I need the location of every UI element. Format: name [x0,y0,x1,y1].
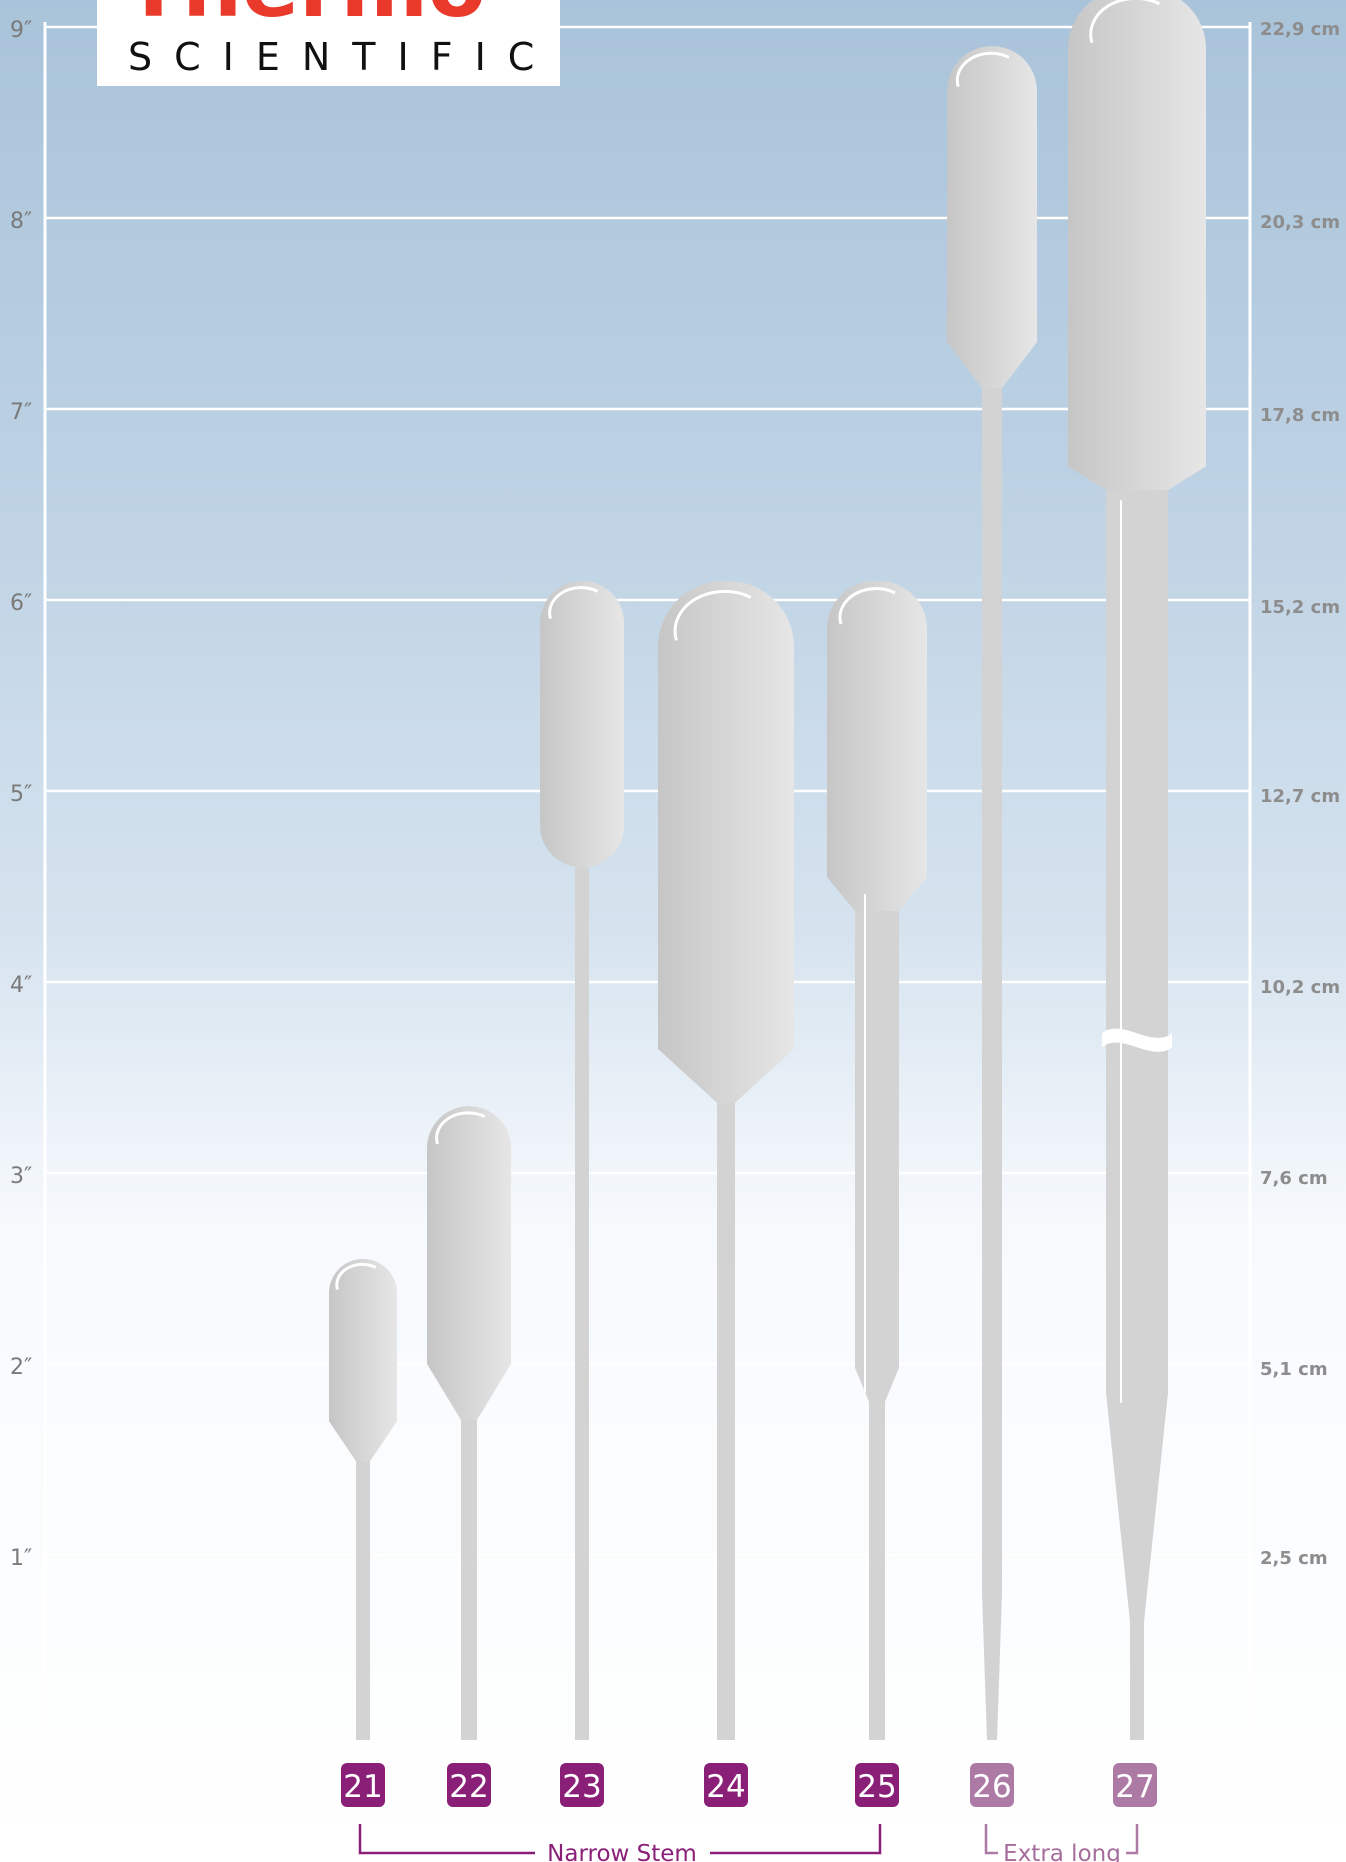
badge-27: 27 [1113,1763,1157,1807]
pipettes [329,0,1206,1740]
pipette-23-bulb [540,580,624,868]
badge-22-label: 22 [449,1769,488,1805]
inch-label-1: 1″ [10,1546,32,1571]
inch-label-9: 9″ [10,18,32,43]
badge-22: 22 [447,1763,491,1807]
pipette-27-stem [1106,490,1168,1740]
inch-label-4: 4″ [10,973,32,998]
pipette-21-stem [356,1421,370,1740]
cm-label-2: 5,1 cm [1260,1359,1328,1380]
cm-label-3: 7,6 cm [1260,1168,1328,1189]
pipette-24-stem [717,1048,735,1740]
pipette-26-bulb [947,46,1037,389]
pipette-23-stem [575,867,589,1740]
badge-24-label: 24 [706,1769,745,1805]
pipette-24-highlight [673,589,752,641]
inch-label-7: 7″ [10,400,32,425]
badge-27-label: 27 [1115,1769,1154,1805]
logo-subtitle: SCIENTIFIC [128,35,556,79]
cm-label-7: 17,8 cm [1260,405,1340,426]
cm-label-9: 22,9 cm [1260,19,1340,40]
chart-frame [43,22,1252,1748]
cm-label-5: 12,7 cm [1260,786,1340,807]
badge-26: 26 [970,1763,1014,1807]
inch-label-2: 2″ [10,1355,32,1380]
badge-23-label: 23 [562,1769,601,1805]
pipette-26-stem [982,388,1002,1740]
extra-long-label: Extra long [1003,1841,1121,1862]
pipette-22-stem [461,1364,477,1740]
pipette-27 [1068,0,1206,1740]
pipette-23 [540,580,624,1740]
cm-label-6: 15,2 cm [1260,597,1340,618]
logo-background [97,0,560,86]
narrow-stem-label: Narrow Stem [547,1841,697,1862]
inch-label-8: 8″ [10,209,32,234]
badge-24: 24 [704,1763,748,1807]
badge-23: 23 [560,1763,604,1807]
extra-long-bracket [984,1824,1139,1855]
pipette-26 [947,46,1037,1740]
group-brackets: Narrow Stem Extra long [358,1824,1139,1862]
scale-grid [45,25,1250,1557]
logo: Thermo SCIENTIFIC [97,0,560,86]
badge-21-label: 21 [343,1769,382,1805]
pipette-25-highlight [838,587,896,625]
badge-25: 25 [855,1763,899,1807]
pipette-22 [427,1106,511,1740]
right-cm-labels: 2,5 cm 5,1 cm 7,6 cm 10,2 cm 12,7 cm 15,… [1260,19,1340,1569]
logo-wordmark: Thermo [125,0,486,36]
cm-label-1: 2,5 cm [1260,1548,1328,1569]
cm-label-8: 20,3 cm [1260,212,1340,233]
pipette-21 [329,1258,397,1740]
pipette-21-bulb [329,1258,397,1462]
pipette-25-bulb [827,580,927,911]
pipette-27-bulb [1068,0,1206,491]
badge-21: 21 [341,1763,385,1807]
pipette-22-bulb [427,1106,511,1420]
pipette-27-break-mark [1102,1028,1172,1052]
inch-label-3: 3″ [10,1164,32,1189]
pipette-26-highlight [955,51,1010,88]
narrow-stem-bracket [358,1824,882,1855]
pipette-25 [827,580,927,1740]
size-badges: 21 22 23 24 25 26 27 [341,1763,1157,1807]
pipette-23-highlight [548,586,599,620]
left-inch-labels: 1″ 2″ 3″ 4″ 5″ 6″ 7″ 8″ 9″ [10,18,32,1571]
inch-label-6: 6″ [10,591,32,616]
inch-label-5: 5″ [10,782,32,807]
pipette-24-bulb [658,580,794,1103]
badge-25-label: 25 [857,1769,896,1805]
pipette-25-stem [855,910,899,1740]
pipette-27-highlight [1089,0,1161,44]
pipette-22-highlight [435,1111,486,1145]
cm-label-4: 10,2 cm [1260,977,1340,998]
pipette-21-highlight [335,1262,377,1290]
pipette-24 [658,580,794,1740]
badge-26-label: 26 [972,1769,1011,1805]
